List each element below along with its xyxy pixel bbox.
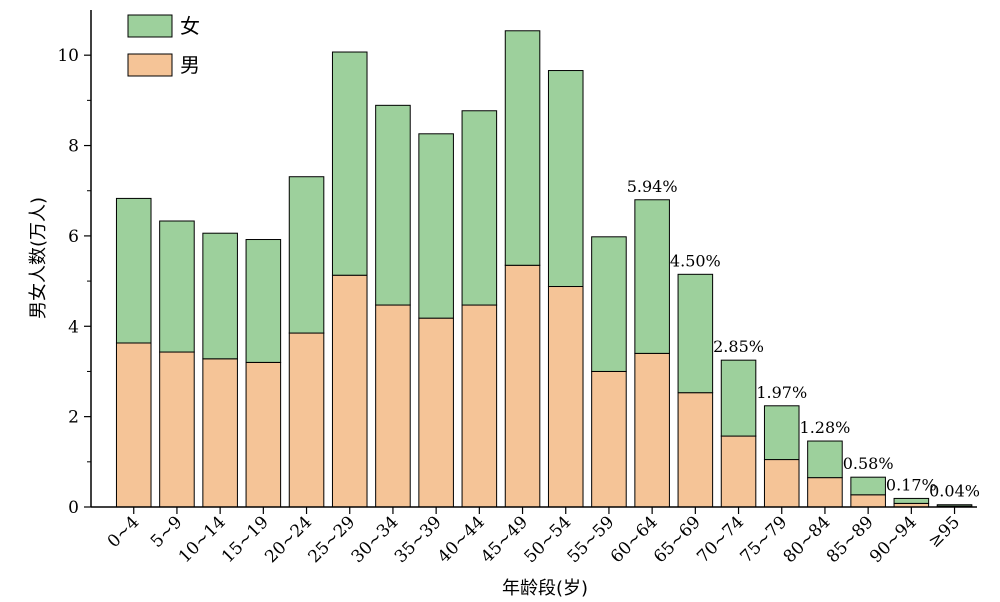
x-tick-label: 0~4 bbox=[104, 512, 144, 552]
y-tick-label: 4 bbox=[68, 317, 79, 337]
x-axis-title: 年龄段(岁) bbox=[502, 578, 588, 599]
bar-female-12 bbox=[634, 199, 670, 354]
bar-male-15 bbox=[763, 459, 800, 508]
bar-male-3 bbox=[245, 361, 282, 508]
percent-label: 1.28% bbox=[800, 418, 851, 437]
bar-male-0 bbox=[115, 342, 152, 508]
axes-layer bbox=[90, 10, 977, 508]
x-tick-label: 50~54 bbox=[520, 512, 575, 567]
x-ticks-layer: 0~4 5~910~1415~1920~2425~2930~3435~3940~4… bbox=[104, 507, 964, 567]
bar-female-18 bbox=[893, 497, 930, 504]
bar-male-4 bbox=[288, 332, 325, 508]
bar-male-5 bbox=[331, 274, 368, 508]
y-tick-label: 10 bbox=[57, 46, 79, 66]
x-tick-label: 80~84 bbox=[780, 512, 835, 567]
bar-male-8 bbox=[461, 304, 498, 508]
bar-male-12 bbox=[634, 352, 670, 508]
bar-female-9 bbox=[504, 30, 541, 266]
legend-label-male: 男 bbox=[180, 53, 200, 77]
legend-label-female: 女 bbox=[180, 14, 200, 38]
legend-swatch-female bbox=[127, 14, 173, 38]
x-tick-label: 85~89 bbox=[823, 512, 878, 567]
x-tick-label: 5~9 bbox=[147, 512, 187, 552]
x-tick-label: 40~44 bbox=[434, 512, 489, 567]
bar-female-0 bbox=[115, 197, 152, 344]
x-tick-label: 90~94 bbox=[866, 512, 921, 567]
bar-female-15 bbox=[763, 405, 800, 461]
bar-female-14 bbox=[720, 359, 757, 437]
bar-female-4 bbox=[288, 176, 325, 334]
bars-layer bbox=[115, 30, 973, 508]
x-tick-label: 65~69 bbox=[650, 512, 705, 567]
legend: 女 男 bbox=[127, 14, 200, 77]
bar-male-16 bbox=[807, 477, 843, 508]
bar-female-19 bbox=[936, 504, 973, 507]
percent-label: 0.04% bbox=[929, 482, 980, 501]
bar-female-7 bbox=[418, 133, 454, 319]
bar-male-10 bbox=[547, 286, 584, 508]
percent-label: 4.50% bbox=[670, 251, 721, 270]
bar-female-2 bbox=[202, 232, 238, 360]
bar-male-9 bbox=[504, 264, 541, 508]
bar-female-5 bbox=[331, 51, 368, 276]
bar-female-3 bbox=[245, 239, 282, 363]
bar-female-16 bbox=[807, 440, 843, 479]
x-tick-label: 30~34 bbox=[348, 512, 403, 567]
bar-male-2 bbox=[202, 358, 238, 508]
x-tick-label: 10~14 bbox=[175, 512, 230, 567]
bar-male-1 bbox=[159, 351, 195, 508]
bar-female-10 bbox=[547, 70, 584, 288]
percent-label: 2.85% bbox=[713, 337, 764, 356]
y-axis-title: 男女人数(万人) bbox=[28, 197, 49, 319]
percent-label: 0.17% bbox=[886, 475, 937, 494]
bar-female-6 bbox=[375, 104, 411, 306]
percent-label: 5.94% bbox=[627, 177, 678, 196]
y-ticks-layer: 0 2 4 6 8 10 bbox=[57, 46, 91, 518]
bar-male-14 bbox=[720, 435, 757, 508]
bar-female-11 bbox=[591, 236, 627, 372]
x-tick-label: 70~74 bbox=[693, 512, 748, 567]
y-tick-label: 0 bbox=[68, 498, 79, 518]
y-tick-label: 8 bbox=[68, 137, 79, 157]
bar-male-7 bbox=[418, 317, 454, 508]
x-tick-label: 45~49 bbox=[477, 512, 532, 567]
x-tick-label: 25~29 bbox=[304, 512, 359, 567]
x-tick-label: 35~39 bbox=[391, 512, 446, 567]
y-tick-label: 6 bbox=[68, 227, 79, 247]
annotations-layer: 5.94% 4.50% 2.85% 1.97% 1.28% 0.58% 0.17%0.04% bbox=[627, 177, 980, 501]
legend-swatch-male bbox=[127, 53, 173, 77]
bar-female-17 bbox=[850, 476, 886, 496]
x-tick-label: ≥95 bbox=[925, 512, 965, 552]
bar-male-13 bbox=[677, 392, 714, 508]
bar-male-17 bbox=[850, 494, 886, 508]
x-tick-label: 15~19 bbox=[218, 512, 273, 567]
x-tick-label: 60~64 bbox=[607, 512, 662, 567]
x-tick-label: 55~59 bbox=[564, 512, 619, 567]
bar-female-13 bbox=[677, 273, 714, 394]
bar-male-6 bbox=[375, 304, 411, 508]
bar-male-11 bbox=[591, 370, 627, 508]
x-tick-label: 20~24 bbox=[261, 512, 316, 567]
percent-label: 0.58% bbox=[843, 454, 894, 473]
bar-female-1 bbox=[159, 220, 195, 353]
y-tick-label: 2 bbox=[68, 408, 79, 428]
bar-female-8 bbox=[461, 110, 498, 306]
percent-label: 1.97% bbox=[756, 383, 807, 402]
x-tick-label: 75~79 bbox=[736, 512, 791, 567]
